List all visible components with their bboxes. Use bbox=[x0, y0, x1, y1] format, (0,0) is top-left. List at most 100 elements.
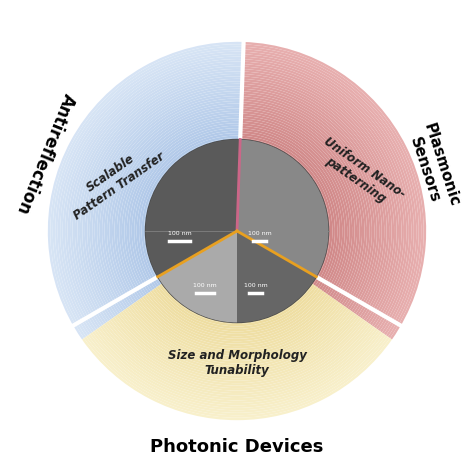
Text: Plasmonic
Sensors: Plasmonic Sensors bbox=[404, 121, 461, 214]
Wedge shape bbox=[158, 231, 237, 322]
Wedge shape bbox=[100, 325, 374, 398]
Wedge shape bbox=[102, 324, 372, 395]
Wedge shape bbox=[139, 133, 240, 287]
Wedge shape bbox=[100, 94, 242, 310]
Wedge shape bbox=[243, 54, 414, 333]
Wedge shape bbox=[132, 126, 241, 292]
Wedge shape bbox=[242, 76, 392, 320]
Wedge shape bbox=[82, 338, 392, 420]
Wedge shape bbox=[104, 322, 370, 393]
Wedge shape bbox=[241, 126, 342, 292]
Wedge shape bbox=[119, 113, 241, 298]
Wedge shape bbox=[50, 44, 244, 338]
Wedge shape bbox=[151, 290, 323, 336]
Wedge shape bbox=[122, 310, 352, 371]
Wedge shape bbox=[146, 140, 240, 277]
Wedge shape bbox=[242, 99, 369, 307]
Wedge shape bbox=[241, 109, 360, 301]
Text: 100 nm: 100 nm bbox=[167, 231, 191, 236]
Wedge shape bbox=[122, 116, 241, 297]
Wedge shape bbox=[147, 293, 327, 341]
Wedge shape bbox=[143, 296, 331, 346]
Wedge shape bbox=[240, 136, 332, 286]
Wedge shape bbox=[141, 297, 333, 349]
Wedge shape bbox=[82, 76, 242, 320]
Wedge shape bbox=[117, 314, 357, 378]
Wedge shape bbox=[88, 334, 386, 413]
Text: Scalable
Pattern Transfer: Scalable Pattern Transfer bbox=[63, 137, 167, 222]
Wedge shape bbox=[243, 52, 416, 334]
Wedge shape bbox=[149, 292, 325, 339]
Wedge shape bbox=[243, 69, 399, 324]
Wedge shape bbox=[129, 123, 241, 293]
Wedge shape bbox=[80, 74, 243, 321]
Wedge shape bbox=[145, 294, 329, 344]
Wedge shape bbox=[109, 320, 365, 388]
Wedge shape bbox=[90, 333, 384, 410]
Wedge shape bbox=[243, 67, 401, 325]
Wedge shape bbox=[65, 59, 243, 329]
Wedge shape bbox=[117, 111, 241, 300]
Wedge shape bbox=[241, 123, 345, 293]
Wedge shape bbox=[125, 308, 349, 368]
Wedge shape bbox=[134, 128, 241, 290]
Wedge shape bbox=[48, 42, 244, 340]
Text: Uniform Nano-
patterning: Uniform Nano- patterning bbox=[313, 134, 408, 213]
Wedge shape bbox=[243, 57, 411, 331]
Wedge shape bbox=[109, 103, 241, 304]
Wedge shape bbox=[144, 138, 240, 284]
Wedge shape bbox=[90, 84, 242, 316]
Wedge shape bbox=[112, 106, 241, 303]
Wedge shape bbox=[237, 231, 316, 322]
Wedge shape bbox=[98, 327, 376, 401]
Wedge shape bbox=[241, 101, 367, 305]
Wedge shape bbox=[105, 98, 242, 307]
Wedge shape bbox=[242, 74, 394, 321]
Wedge shape bbox=[92, 86, 242, 314]
Circle shape bbox=[146, 140, 328, 322]
Wedge shape bbox=[242, 94, 374, 310]
Wedge shape bbox=[135, 301, 339, 356]
Wedge shape bbox=[240, 133, 335, 287]
Text: Size and Morphology
Tunability: Size and Morphology Tunability bbox=[168, 349, 306, 377]
Wedge shape bbox=[102, 96, 242, 308]
Wedge shape bbox=[118, 313, 356, 376]
Wedge shape bbox=[77, 72, 243, 322]
Text: 100 nm: 100 nm bbox=[193, 283, 217, 287]
Wedge shape bbox=[124, 118, 241, 296]
Wedge shape bbox=[157, 286, 317, 329]
Wedge shape bbox=[85, 79, 242, 318]
Wedge shape bbox=[244, 42, 426, 340]
Wedge shape bbox=[242, 79, 389, 318]
Wedge shape bbox=[114, 316, 360, 381]
Wedge shape bbox=[153, 289, 321, 334]
Wedge shape bbox=[242, 86, 382, 314]
Wedge shape bbox=[244, 44, 424, 338]
Wedge shape bbox=[241, 116, 352, 297]
Wedge shape bbox=[240, 131, 337, 289]
Text: 100 nm: 100 nm bbox=[244, 283, 267, 287]
Wedge shape bbox=[240, 138, 330, 284]
Wedge shape bbox=[242, 96, 372, 308]
Wedge shape bbox=[110, 318, 364, 386]
Wedge shape bbox=[243, 61, 406, 328]
Wedge shape bbox=[120, 311, 354, 373]
Wedge shape bbox=[243, 64, 404, 327]
Wedge shape bbox=[242, 81, 387, 317]
Wedge shape bbox=[114, 109, 241, 301]
Wedge shape bbox=[137, 131, 240, 289]
Wedge shape bbox=[240, 128, 340, 290]
Wedge shape bbox=[73, 67, 243, 325]
Wedge shape bbox=[137, 300, 337, 353]
Wedge shape bbox=[243, 47, 421, 337]
Wedge shape bbox=[142, 135, 240, 286]
Wedge shape bbox=[84, 337, 390, 418]
Wedge shape bbox=[106, 321, 368, 390]
Wedge shape bbox=[58, 52, 243, 334]
Wedge shape bbox=[243, 72, 397, 322]
Wedge shape bbox=[138, 298, 336, 351]
Wedge shape bbox=[242, 91, 377, 311]
Wedge shape bbox=[87, 81, 242, 317]
Wedge shape bbox=[128, 305, 346, 364]
Wedge shape bbox=[112, 317, 362, 383]
